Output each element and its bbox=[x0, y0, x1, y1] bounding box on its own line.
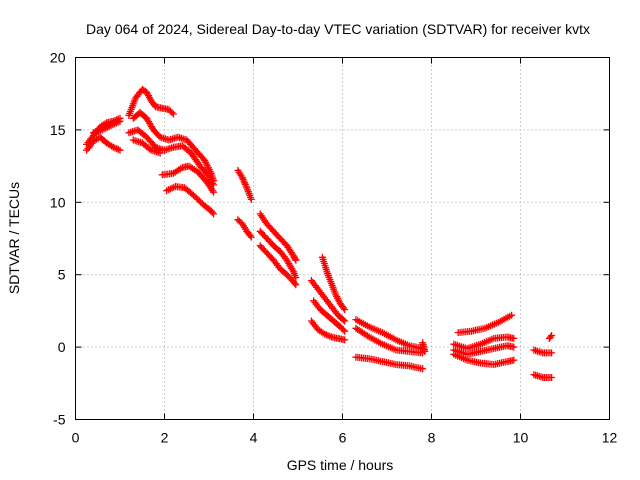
data-point bbox=[341, 306, 349, 313]
series-trace-g bbox=[129, 136, 164, 157]
data-point bbox=[548, 374, 556, 381]
data-point bbox=[292, 256, 300, 264]
x-tick-label: 6 bbox=[339, 430, 347, 446]
series-trace-m bbox=[256, 227, 300, 282]
data-point bbox=[548, 349, 556, 357]
data-point bbox=[341, 336, 349, 344]
data-point bbox=[291, 255, 299, 263]
series-trace-z bbox=[450, 350, 518, 368]
series-trace-y bbox=[450, 342, 518, 358]
y-tick-label: 15 bbox=[50, 122, 66, 138]
data-point bbox=[322, 331, 330, 339]
data-point bbox=[508, 311, 516, 319]
x-tick-label: 8 bbox=[428, 430, 436, 446]
data-point bbox=[292, 274, 300, 282]
series-trace-u bbox=[352, 353, 427, 373]
data-point bbox=[340, 304, 348, 312]
data-point bbox=[168, 109, 176, 116]
series-trace-q bbox=[307, 317, 349, 344]
series-trace-n bbox=[256, 242, 300, 289]
y-tick-label: 20 bbox=[50, 50, 66, 66]
x-tick-labels: 0 2 4 6 8 10 12 bbox=[72, 430, 618, 446]
series-trace-i bbox=[163, 182, 217, 218]
data-point bbox=[241, 179, 249, 187]
series-trace-e bbox=[129, 109, 217, 185]
data-point bbox=[246, 232, 254, 240]
data-point bbox=[291, 279, 299, 287]
series-trace-x bbox=[450, 333, 518, 352]
x-tick-label: 10 bbox=[513, 430, 529, 446]
series-trace-v bbox=[419, 339, 429, 355]
data-point bbox=[341, 327, 349, 335]
y-tick-label: -5 bbox=[53, 412, 66, 428]
data-point bbox=[113, 145, 121, 153]
series-trace-o bbox=[307, 277, 349, 325]
y-tick-label: 5 bbox=[58, 267, 66, 283]
data-point bbox=[247, 195, 255, 203]
plot-frame bbox=[75, 57, 610, 420]
series-trace-r bbox=[319, 253, 349, 313]
x-tick-label: 4 bbox=[250, 430, 258, 446]
data-point bbox=[210, 210, 217, 218]
series-trace-ac bbox=[545, 332, 556, 342]
series-trace-h bbox=[158, 162, 217, 196]
series-trace-d bbox=[125, 85, 177, 119]
data-point bbox=[341, 317, 349, 325]
series-trace-s bbox=[352, 316, 427, 352]
y-tick-labels: -5 0 5 10 15 20 bbox=[50, 50, 66, 428]
data-point bbox=[510, 334, 518, 342]
data-point bbox=[548, 332, 556, 339]
data-point bbox=[101, 120, 109, 128]
data-point bbox=[156, 149, 164, 157]
series-trace-j bbox=[234, 166, 255, 203]
series-trace-b bbox=[83, 133, 124, 154]
data-point bbox=[210, 188, 217, 196]
grid-lines bbox=[75, 57, 610, 420]
y-tick-label: 0 bbox=[58, 339, 66, 355]
data-point bbox=[169, 110, 177, 118]
series-trace-t bbox=[352, 324, 427, 357]
data-point bbox=[547, 333, 554, 341]
series-trace-w bbox=[454, 311, 516, 337]
x-tick-label: 12 bbox=[602, 430, 618, 446]
x-tick-label: 2 bbox=[161, 430, 169, 446]
data-point bbox=[339, 326, 347, 334]
series-trace-p bbox=[310, 297, 349, 335]
data-point bbox=[208, 208, 216, 216]
data-point bbox=[339, 316, 347, 324]
x-axis-label: GPS time / hours bbox=[287, 457, 394, 473]
data-point bbox=[421, 347, 429, 355]
data-point bbox=[292, 281, 300, 289]
data-point bbox=[510, 356, 518, 364]
data-point bbox=[116, 146, 124, 154]
y-axis-label: SDTVAR / TECUs bbox=[6, 182, 22, 294]
data-point bbox=[116, 117, 124, 125]
y-tick-label: 10 bbox=[50, 194, 66, 210]
series-trace-c bbox=[89, 117, 124, 137]
series-trace-ab bbox=[530, 371, 556, 381]
data-marks bbox=[83, 85, 556, 381]
series-trace-l bbox=[256, 210, 300, 264]
chart-title: Day 064 of 2024, Sidereal Day-to-day VTE… bbox=[86, 21, 590, 37]
data-point bbox=[510, 343, 518, 351]
series-trace-k bbox=[234, 216, 255, 241]
data-point bbox=[247, 233, 255, 241]
data-point bbox=[419, 365, 427, 373]
x-tick-label: 0 bbox=[72, 430, 80, 446]
series-trace-f bbox=[125, 126, 217, 189]
series-trace-aa bbox=[530, 346, 556, 357]
